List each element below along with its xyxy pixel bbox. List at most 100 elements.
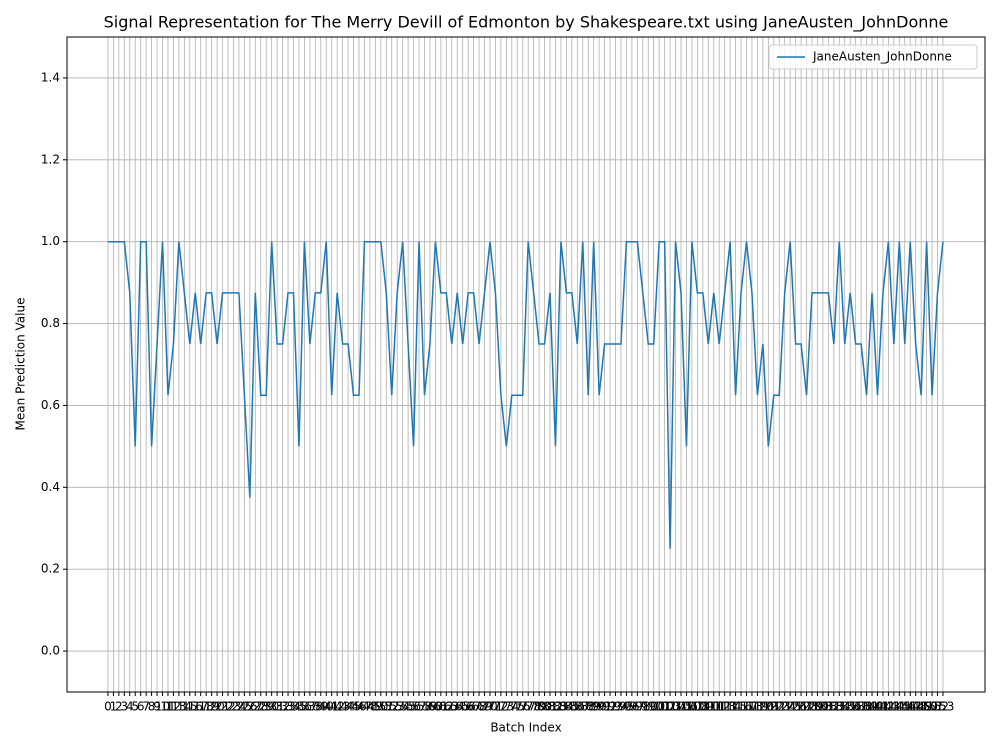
x-tick-label: 59 [422,700,437,714]
x-tick-label: 127 [790,700,813,714]
x-tick-label: 79 [531,700,546,714]
x-tick-label: 0 [104,700,112,714]
x-tick-label: 151 [921,700,944,714]
x-tick-label: 56 [406,700,421,714]
x-tick-label: 10 [155,700,170,714]
x-tick-label: 55 [400,700,415,714]
x-tick-label: 147 [899,700,922,714]
x-tick-label: 41 [324,700,339,714]
x-tick-label: 16 [188,700,203,714]
x-tick-label: 5 [131,700,139,714]
x-tick-label: 111 [702,700,725,714]
x-tick-label: 97 [630,700,645,714]
x-tick-label: 129 [801,700,824,714]
x-tick-label: 32 [275,700,290,714]
x-tick-label: 87 [575,700,590,714]
x-tick-label: 78 [526,700,541,714]
x-tick-label: 49 [368,700,383,714]
x-tick-label: 134 [828,700,851,714]
x-tick-label: 100 [642,700,665,714]
x-tick-label: 102 [653,700,676,714]
legend-box [768,44,978,70]
x-tick-label: 83 [553,700,568,714]
x-tick-label: 124 [773,700,796,714]
x-tick-label: 105 [670,700,693,714]
x-tick-label: 30 [264,700,279,714]
x-tick-label: 143 [877,700,900,714]
x-tick-label: 11 [160,700,175,714]
x-tick-label: 92 [602,700,617,714]
x-tick-label: 93 [608,700,623,714]
x-tick-label: 25 [237,700,252,714]
x-tick-label: 58 [417,700,432,714]
x-tick-label: 38 [308,700,323,714]
x-tick-label: 132 [817,700,840,714]
x-tick-label: 62 [439,700,454,714]
x-tick-label: 115 [724,700,747,714]
x-tick-label: 121 [757,700,780,714]
x-tick-label: 43 [335,700,350,714]
x-tick-label: 37 [302,700,317,714]
x-tick-label: 46 [351,700,366,714]
x-tick-label: 77 [521,700,536,714]
x-tick-label: 28 [253,700,268,714]
x-tick-label: 126 [784,700,807,714]
y-tick-label: 1.4 [41,70,60,84]
x-tick-label: 71 [488,700,503,714]
x-tick-label: 137 [844,700,867,714]
x-tick-label: 84 [559,700,574,714]
x-tick-label: 108 [686,700,709,714]
chart-title: Signal Representation for The Merry Devi… [104,13,949,33]
x-tick-label: 66 [461,700,476,714]
x-tick-label: 104 [664,700,687,714]
x-tick-label: 152 [926,700,949,714]
x-tick-label: 7 [142,700,150,714]
x-tick-label: 70 [482,700,497,714]
x-tick-label: 45 [346,700,361,714]
x-tick-label: 119 [746,700,769,714]
x-tick-label: 149 [910,700,933,714]
x-tick-label: 44 [340,700,355,714]
x-tick-label: 125 [779,700,802,714]
x-tick-label: 117 [735,700,758,714]
x-tick-label: 29 [259,700,274,714]
x-tick-label: 40 [319,700,334,714]
x-tick-label: 1 [110,700,118,714]
x-tick-label: 113 [713,700,736,714]
x-tick-label: 123 [768,700,791,714]
x-tick-label: 148 [904,700,927,714]
x-tick-label: 80 [537,700,552,714]
x-tick-label: 118 [740,700,763,714]
x-tick-label: 82 [548,700,563,714]
x-tick-label: 106 [675,700,698,714]
x-axis-label: Batch Index [490,721,561,735]
x-tick-label: 90 [591,700,606,714]
x-tick-label: 64 [450,700,465,714]
x-tick-label: 139 [855,700,878,714]
x-tick-label: 131 [811,700,834,714]
x-tick-label: 14 [177,700,192,714]
x-tick-label: 26 [242,700,257,714]
x-tick-label: 50 [373,700,388,714]
y-axis-label: Mean Prediction Value [14,298,28,431]
x-tick-label: 144 [882,700,905,714]
x-tick-label: 112 [708,700,731,714]
x-tick-label: 48 [362,700,377,714]
x-tick-label: 47 [357,700,372,714]
y-tick-label: 0.0 [41,644,60,658]
legend-label: JaneAusten_JohnDonne [812,50,952,64]
x-tick-label: 3 [120,700,128,714]
x-tick-label: 4 [126,700,134,714]
x-tick-label: 103 [659,700,682,714]
y-tick-label: 0.6 [41,398,60,412]
x-tick-label: 6 [137,700,145,714]
y-tick-label: 0.2 [41,562,60,576]
x-tick-label: 22 [220,700,235,714]
x-tick-label: 9 [153,700,161,714]
x-tick-label: 2 [115,700,123,714]
x-tick-label: 153 [932,700,955,714]
x-tick-label: 8 [148,700,156,714]
y-tick-label: 1.2 [41,152,60,166]
x-tick-label: 150 [915,700,938,714]
